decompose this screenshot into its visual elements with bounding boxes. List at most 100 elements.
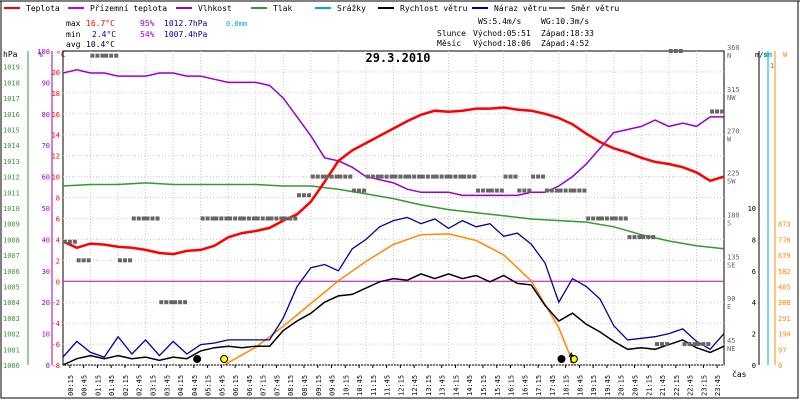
wind-direction-marker <box>338 174 343 179</box>
ms-tick-label: 4 <box>752 299 756 307</box>
time-tick-label: 22:45 <box>687 375 695 396</box>
wind-direction-marker <box>412 174 417 179</box>
wind-direction-marker <box>541 174 546 179</box>
wind-direction-marker <box>513 174 518 179</box>
wind-direction-marker <box>159 300 164 305</box>
time-tick-label: 05:45 <box>218 375 226 396</box>
humidity-line <box>62 69 724 197</box>
hpa-tick-label: 1016 <box>3 111 20 119</box>
time-tick-label: 10:15 <box>342 375 350 396</box>
wind-speed-line <box>62 273 725 366</box>
wind-direction-marker <box>453 174 458 179</box>
min-temp: 2.4°C <box>92 30 116 39</box>
wind-direction-marker <box>687 342 692 347</box>
wind-direction-marker <box>572 188 577 193</box>
avg-temp: 10.4°C <box>86 40 115 49</box>
wind-direction-marker <box>265 216 270 221</box>
wind-direction-marker <box>618 216 623 221</box>
wind-direction-marker <box>444 174 449 179</box>
wind-direction-marker <box>329 174 334 179</box>
hpa-tick-label: 1017 <box>3 95 20 103</box>
dir-tick-compass: W <box>727 136 732 144</box>
hpa-tick-label: 1006 <box>3 268 20 276</box>
wind-direction-marker <box>301 193 306 198</box>
time-tick-label: 18:45 <box>576 375 584 396</box>
hpa-tick-label: 1008 <box>3 236 20 244</box>
wind-direction-marker <box>494 188 499 193</box>
time-tick-label: 02:45 <box>136 375 144 396</box>
moon-rise: Východ:18:06 <box>473 39 531 48</box>
wind-direction-marker <box>696 342 701 347</box>
wind-direction-marker <box>114 53 119 58</box>
wind-direction-marker <box>407 174 412 179</box>
wind-direction-marker <box>586 216 591 221</box>
wind-direction-marker <box>100 53 105 58</box>
solar-radiation-line <box>223 233 575 366</box>
wind-direction-marker <box>651 235 656 240</box>
time-tick-label: 07:45 <box>273 375 281 396</box>
hpa-tick-label: 1005 <box>3 284 20 292</box>
time-tick-label: 00:15 <box>67 375 75 396</box>
wind-direction-marker <box>315 174 320 179</box>
wm2-tick-label: 679 <box>778 252 791 260</box>
moon-set-marker <box>193 355 202 363</box>
wind-direction-marker <box>448 174 453 179</box>
legend-label: Rychlost větru <box>400 4 468 13</box>
stats-block: max 16.7°C 95% 1012.7hPa 0.0mm min 2.4°C… <box>66 19 247 49</box>
wind-direction-marker <box>86 258 91 263</box>
wind-direction-marker <box>122 258 127 263</box>
max-temp: 16.7°C <box>86 19 115 28</box>
time-tick-label: 04:45 <box>191 375 199 396</box>
temp-tick-label: 6 <box>56 215 60 223</box>
dir-tick-degrees: 270 <box>727 128 740 136</box>
pct-tick-label: 0 <box>46 362 50 370</box>
time-tick-label: 02:15 <box>122 375 130 396</box>
axes: 1019101810171016101510141013101210111010… <box>3 44 791 396</box>
wind-direction-marker <box>324 174 329 179</box>
wind-direction-marker <box>599 216 604 221</box>
ms-tick-label: 10 <box>748 205 756 213</box>
arrow-head-marker <box>568 351 574 358</box>
wm2-tick-label: 388 <box>778 299 791 307</box>
time-tick-label: 04:15 <box>177 375 185 396</box>
wind-direction-marker <box>692 342 697 347</box>
time-tick-label: 08:15 <box>287 375 295 396</box>
wind-direction-marker <box>467 174 472 179</box>
moon-rise-marker <box>557 355 566 363</box>
wind-direction-marker <box>370 174 375 179</box>
time-tick-label: 09:15 <box>315 375 323 396</box>
legend: Teplota Přízemní teplota Vlhkost Tlak Srážky… <box>4 4 619 13</box>
wind-direction-marker <box>568 188 573 193</box>
dir-tick-degrees: 315 <box>727 86 740 94</box>
time-tick-label: 20:15 <box>618 375 626 396</box>
time-axis-label: čas <box>732 369 747 379</box>
wind-direction-marker <box>637 235 642 240</box>
wind-direction-marker <box>131 216 136 221</box>
wind-direction-marker <box>439 174 444 179</box>
wind-direction-marker <box>398 174 403 179</box>
grid <box>62 50 725 366</box>
wind-direction-marker <box>673 49 678 53</box>
wind-direction-marker <box>706 342 711 347</box>
wind-direction-marker <box>183 300 188 305</box>
wind-direction-marker <box>403 174 408 179</box>
wind-direction-marker <box>522 188 527 193</box>
time-tick-label: 07:15 <box>260 375 268 396</box>
wind-direction-marker <box>173 300 178 305</box>
hpa-tick-label: 1001 <box>3 346 20 354</box>
ms-tick-label: 2 <box>752 331 756 339</box>
dir-tick-compass: NE <box>727 345 735 353</box>
time-tick-label: 05:15 <box>205 375 213 396</box>
time-tick-label: 23:15 <box>700 375 708 396</box>
wind-direction-marker <box>577 188 582 193</box>
time-tick-label: 17:15 <box>535 375 543 396</box>
mm-tick-label: 1 <box>770 62 774 70</box>
legend-label: Náraz větru <box>494 4 547 13</box>
wind-direction-marker <box>536 174 541 179</box>
moon-label: Měsíc <box>437 39 461 48</box>
dir-tick-degrees: 90 <box>727 295 735 303</box>
wind-direction-marker <box>499 188 504 193</box>
time-tick-label: 13:15 <box>425 375 433 396</box>
wind-direction-marker <box>67 239 72 244</box>
wind-direction-marker <box>362 188 367 193</box>
